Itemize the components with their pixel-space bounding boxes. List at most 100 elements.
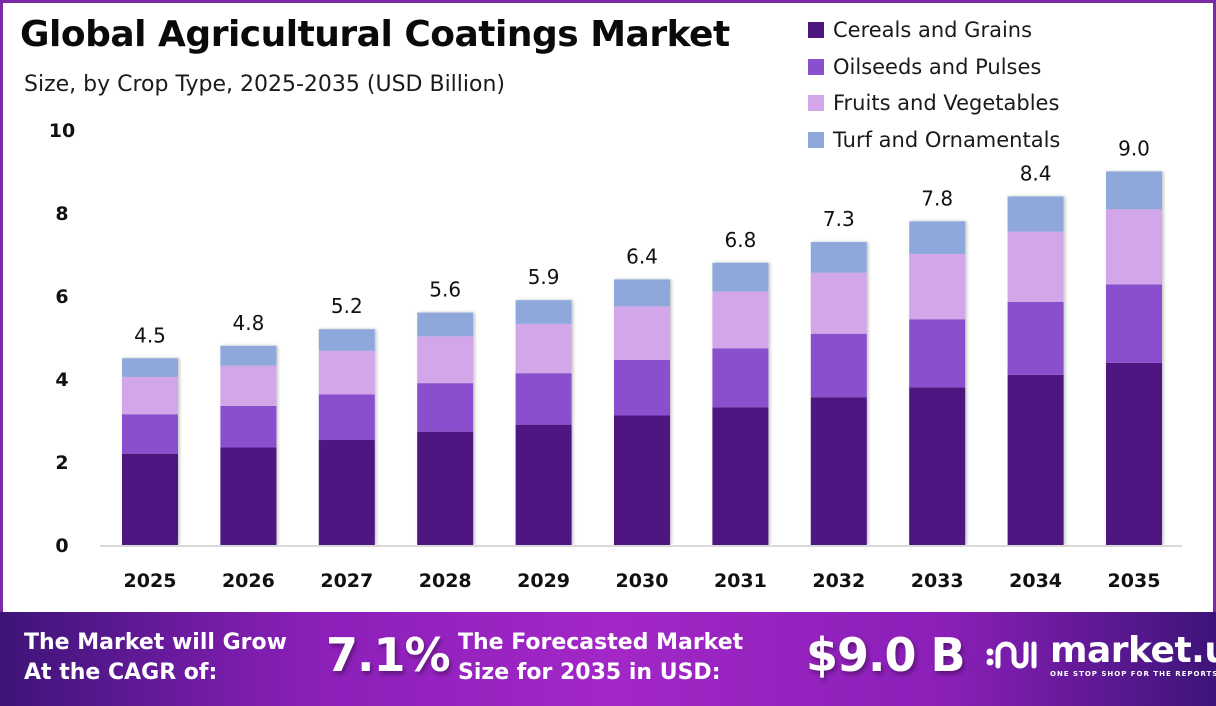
chart-title: Global Agricultural Coatings Market: [20, 14, 730, 55]
y-tick-label: 6: [55, 286, 68, 308]
x-tick-label: 2029: [517, 570, 570, 592]
bars: [122, 171, 1162, 545]
legend-label-cereals: Cereals and Grains: [833, 18, 1033, 43]
legend-swatch-turf: [808, 131, 824, 148]
bar-stack: [810, 242, 867, 545]
bar-segment: [909, 387, 966, 545]
bar-segment: [122, 453, 178, 545]
bar-segment: [417, 431, 474, 545]
x-tick-label: 2034: [1009, 570, 1062, 592]
cagr-text-line2: At the CAGR of:: [24, 660, 218, 685]
bar-segment: [515, 373, 572, 425]
bar-segment: [712, 291, 769, 349]
total-data-label: 4.8: [232, 311, 264, 335]
bar-stack: [220, 345, 277, 545]
bar-segment: [220, 447, 277, 545]
bar-stack: [712, 262, 769, 545]
forecast-text-line1: The Forecasted Market: [458, 630, 744, 655]
bar-segment: [417, 383, 474, 432]
total-data-label: 6.8: [724, 228, 756, 252]
total-data-label: 7.3: [823, 207, 855, 231]
bar-segment: [614, 415, 670, 545]
bar-segment: [614, 306, 670, 360]
total-data-label: 5.2: [331, 294, 363, 318]
bar-segment: [1106, 209, 1162, 285]
bar-segment: [712, 407, 769, 545]
x-tick-label: 2026: [222, 570, 275, 592]
forecast-text: The Forecasted Market Size for 2035 in U…: [458, 628, 743, 688]
legend-label-turf: Turf and Ornamentals: [833, 127, 1061, 152]
total-data-label: 6.4: [626, 244, 658, 268]
bar-segment: [1106, 362, 1162, 545]
cagr-value: 7.1%: [326, 628, 451, 682]
y-axis: 0 2 4 6 8 10: [49, 120, 75, 557]
bar-segment: [220, 345, 277, 366]
x-tick-label: 2027: [320, 570, 373, 592]
market-us-logo-icon: [986, 641, 1037, 669]
bar-segment: [515, 424, 572, 545]
bar-segment: [122, 358, 178, 377]
bar-segment: [122, 376, 178, 415]
x-tick-label: 2030: [616, 570, 669, 592]
legend-label-oilseeds: Oilseeds and Pulses: [833, 54, 1042, 79]
stacked-bar-chart: 0 2 4 6 8 10 2025 2026 2027 2028 2029 2030 2031 2032…: [49, 120, 1182, 592]
brand-logo[interactable]: market.us ONE STOP SHOP FOR THE REPORTS: [984, 630, 1216, 678]
x-tick-label: 2032: [812, 570, 865, 592]
brand-tagline: ONE STOP SHOP FOR THE REPORTS: [1050, 670, 1216, 678]
forecast-text-line2: Size for 2035 in USD:: [458, 660, 721, 685]
bar-segment: [614, 359, 670, 416]
bar-segment: [220, 405, 277, 448]
bar-segment: [712, 348, 769, 408]
legend: Cereals and Grains Oilseeds and Pulses F…: [808, 12, 1060, 158]
bar-segment: [909, 319, 966, 388]
bar-segment: [318, 329, 375, 351]
y-tick-label: 0: [55, 535, 68, 557]
total-data-label: 8.4: [1020, 161, 1052, 185]
y-tick-label: 4: [55, 369, 68, 391]
bar-segment: [810, 397, 867, 545]
total-data-label: 5.6: [429, 278, 461, 302]
x-tick-label: 2035: [1108, 570, 1161, 592]
y-tick-label: 8: [55, 203, 68, 225]
total-data-label: 9.0: [1118, 137, 1150, 161]
bar-stack: [1007, 196, 1064, 545]
forecast-value: $9.0 B: [806, 628, 966, 682]
bar-segment: [318, 394, 375, 441]
bar-segment: [1106, 171, 1162, 210]
x-tick-label: 2031: [714, 570, 767, 592]
legend-swatch-fruits: [808, 95, 824, 112]
bar-segment: [417, 336, 474, 384]
total-labels: 4.5 4.8 5.2 5.6 5.9 6.4 6.8 7.3 7.8 8.4 9.0: [134, 137, 1150, 348]
cagr-text: The Market will Grow At the CAGR of:: [24, 628, 287, 688]
bar-segment: [909, 221, 966, 255]
bar-stack: [122, 358, 178, 545]
bar-segment: [810, 333, 867, 398]
bar-segment: [1007, 301, 1064, 375]
bar-segment: [318, 350, 375, 395]
bar-segment: [220, 365, 277, 406]
chart-subtitle: Size, by Crop Type, 2025-2035 (USD Billi…: [24, 72, 506, 97]
bar-segment: [318, 440, 375, 545]
legend-swatch-oilseeds: [808, 58, 824, 75]
bar-segment: [515, 323, 572, 374]
x-tick-label: 2033: [911, 570, 964, 592]
brand-name: market.us: [1050, 630, 1216, 671]
bar-segment: [515, 300, 572, 324]
bar-segment: [417, 312, 474, 337]
x-tick-label: 2028: [419, 570, 472, 592]
legend-label-fruits: Fruits and Vegetables: [833, 91, 1060, 116]
legend-item-turf: Turf and Ornamentals: [808, 122, 1060, 159]
total-data-label: 7.8: [921, 186, 953, 210]
bar-stack: [614, 279, 670, 545]
legend-item-fruits: Fruits and Vegetables: [808, 85, 1060, 122]
bar-stack: [417, 312, 474, 545]
bar-segment: [614, 279, 670, 307]
legend-swatch-cereals: [808, 22, 824, 39]
bar-segment: [810, 242, 867, 273]
legend-item-oilseeds: Oilseeds and Pulses: [808, 49, 1060, 86]
bar-stack: [1106, 171, 1162, 545]
bar-segment: [1007, 231, 1064, 302]
bar-segment: [1007, 196, 1064, 232]
bar-segment: [122, 414, 178, 454]
x-tick-label: 2025: [124, 570, 177, 592]
